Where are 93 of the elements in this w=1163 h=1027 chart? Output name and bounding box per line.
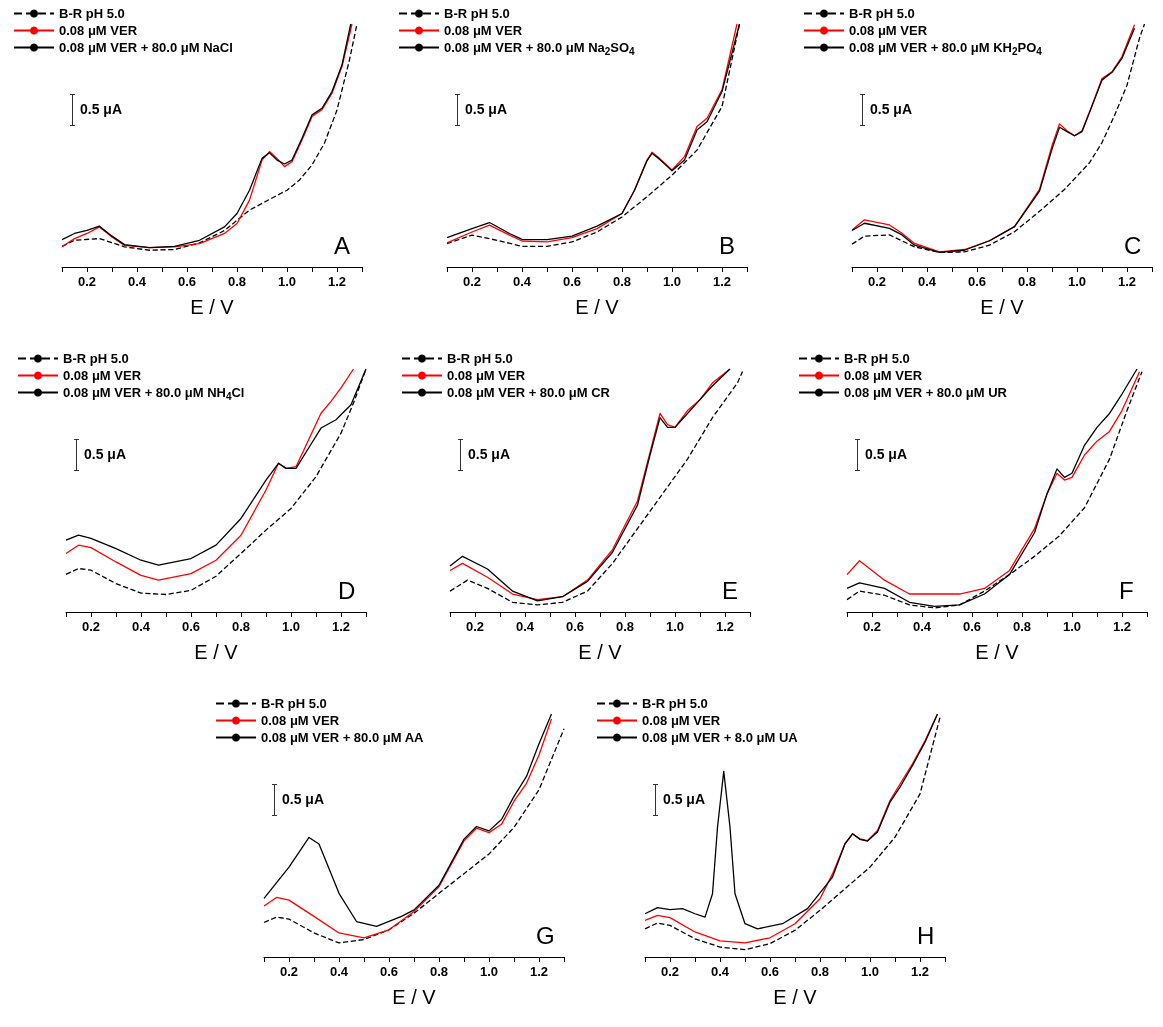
x-tick-label: 1.0 (277, 274, 297, 289)
x-tick-label: 1.0 (479, 964, 499, 979)
x-tick-label: 1.2 (327, 274, 347, 289)
x-tick-label: 0.2 (867, 274, 887, 289)
legend-label: 0.08 μM VER + 80.0 μM CR (447, 385, 611, 400)
x-tick-label: 1.0 (1067, 274, 1087, 289)
legend-label: B-R pH 5.0 (59, 6, 125, 21)
x-tick-label: 1.2 (715, 619, 735, 634)
legend-label: 0.08 μM VER + 80.0 μM AA (261, 730, 425, 745)
x-tick-label: 1.2 (712, 274, 732, 289)
legend-label: B-R pH 5.0 (642, 696, 708, 711)
legend-label: 0.08 μM VER (261, 713, 340, 728)
annotation: 0.5 μA (870, 101, 913, 117)
annotation: 0.5 μA (468, 446, 511, 462)
x-tick-label: 0.6 (379, 964, 399, 979)
legend-label: 0.08 μM VER (444, 23, 523, 38)
x-tick-label: 0.2 (77, 274, 97, 289)
x-tick-label: 1.0 (281, 619, 301, 634)
annotation: C (1124, 231, 1142, 259)
x-tick-label: 0.8 (1017, 274, 1037, 289)
annotation: 0.5 μA (84, 446, 127, 462)
x-tick-label: 0.4 (917, 274, 937, 289)
x-tick-label: 0.4 (512, 274, 532, 289)
x-tick-label: 0.4 (710, 964, 730, 979)
annotation: F (1119, 576, 1134, 604)
legend-label: 0.08 μM VER (844, 368, 923, 383)
x-tick-label: 0.8 (227, 274, 247, 289)
x-tick-label: 0.6 (562, 274, 582, 289)
x-tick-label: 0.6 (181, 619, 201, 634)
legend-label: 0.08 μM VER (642, 713, 721, 728)
legend-label: B-R pH 5.0 (261, 696, 327, 711)
x-tick-label: 1.0 (1062, 619, 1082, 634)
legend-label: B-R pH 5.0 (444, 6, 510, 21)
x-tick-label: 0.8 (810, 964, 830, 979)
legend-label: 0.08 μM VER (63, 368, 142, 383)
x-axis-title: E / V (575, 296, 620, 318)
x-axis-title: E / V (975, 641, 1020, 663)
annotation: 0.5 μA (663, 791, 706, 807)
annotation: E (722, 576, 739, 604)
x-axis-title: E / V (980, 296, 1025, 318)
annotation: 0.5 μA (865, 446, 908, 462)
legend-label: 0.08 μM VER + 80.0 μM NaCl (59, 40, 233, 55)
annotation: D (338, 576, 356, 604)
x-tick-label: 0.4 (515, 619, 535, 634)
legend-label: B-R pH 5.0 (63, 351, 129, 366)
annotation: 0.5 μA (465, 101, 508, 117)
x-tick-label: 1.0 (665, 619, 685, 634)
legend-label: 0.08 μM VER (447, 368, 526, 383)
annotation: G (536, 921, 555, 949)
legend-label: 0.08 μM VER + 80.0 μM UR (844, 385, 1008, 400)
legend-label: 0.08 μM VER + 8.0 μM UA (642, 730, 799, 745)
x-tick-label: 1.2 (331, 619, 351, 634)
legend-label: B-R pH 5.0 (844, 351, 910, 366)
x-axis-title: E / V (392, 986, 437, 1008)
x-tick-label: 0.6 (967, 274, 987, 289)
x-tick-label: 1.2 (1112, 619, 1132, 634)
x-tick-label: 0.8 (231, 619, 251, 634)
x-tick-label: 0.2 (462, 274, 482, 289)
legend-label: B-R pH 5.0 (849, 6, 915, 21)
annotation: H (917, 921, 935, 949)
x-tick-label: 0.2 (81, 619, 101, 634)
x-tick-label: 0.8 (1012, 619, 1032, 634)
annotation: A (334, 231, 351, 259)
x-tick-label: 0.2 (862, 619, 882, 634)
x-tick-label: 0.4 (329, 964, 349, 979)
x-tick-label: 1.2 (1117, 274, 1137, 289)
annotation: 0.5 μA (80, 101, 123, 117)
x-tick-label: 0.6 (760, 964, 780, 979)
x-tick-label: 0.4 (131, 619, 151, 634)
x-tick-label: 0.2 (279, 964, 299, 979)
x-tick-label: 0.2 (465, 619, 485, 634)
x-tick-label: 0.4 (912, 619, 932, 634)
x-tick-label: 0.6 (565, 619, 585, 634)
x-tick-label: 0.4 (127, 274, 147, 289)
annotation: B (719, 231, 736, 259)
x-tick-label: 1.2 (910, 964, 930, 979)
legend-label: 0.08 μM VER (59, 23, 138, 38)
x-tick-label: 1.2 (529, 964, 549, 979)
x-tick-label: 1.0 (860, 964, 880, 979)
annotation: 0.5 μA (282, 791, 325, 807)
x-axis-title: E / V (194, 641, 239, 663)
x-tick-label: 0.6 (177, 274, 197, 289)
legend-label: 0.08 μM VER (849, 23, 928, 38)
x-tick-label: 0.8 (615, 619, 635, 634)
x-tick-label: 0.2 (660, 964, 680, 979)
legend-label: B-R pH 5.0 (447, 351, 513, 366)
x-axis-title: E / V (578, 641, 623, 663)
x-tick-label: 0.8 (612, 274, 632, 289)
x-tick-label: 0.6 (962, 619, 982, 634)
x-tick-label: 1.0 (662, 274, 682, 289)
x-axis-title: E / V (190, 296, 235, 318)
x-tick-label: 0.8 (429, 964, 449, 979)
x-axis-title: E / V (773, 986, 818, 1008)
